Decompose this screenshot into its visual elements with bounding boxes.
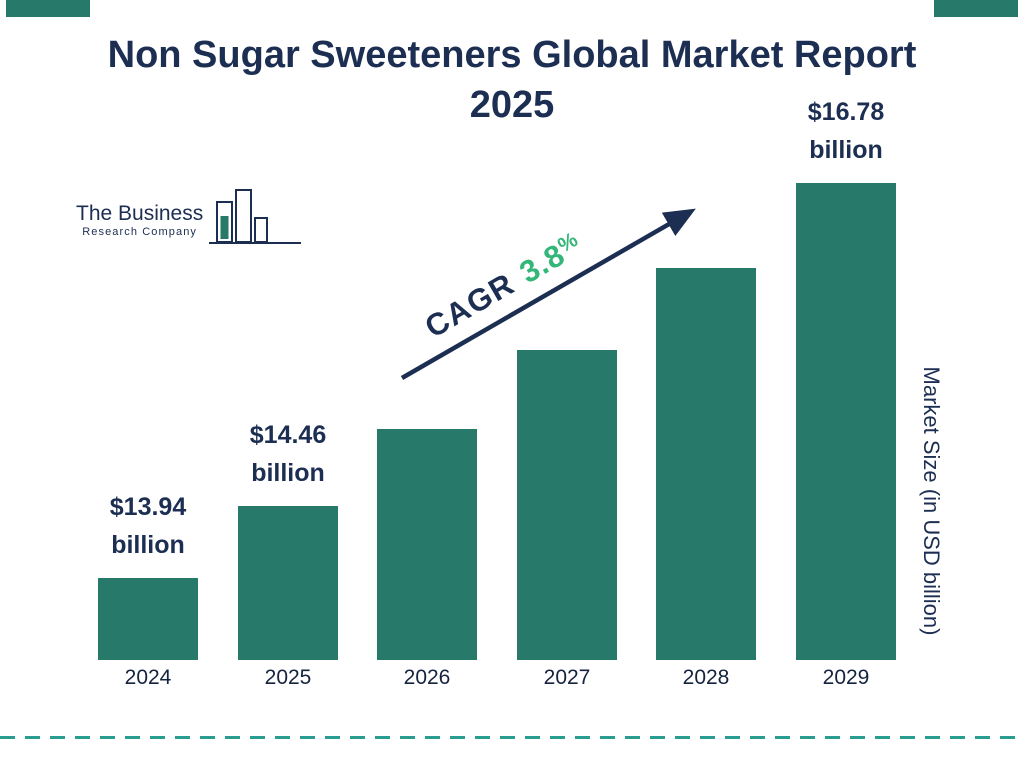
bar-value-label-2029: $16.78 billion [736, 93, 956, 169]
bar-2029 [796, 183, 896, 660]
top-left-accent-bar [6, 0, 90, 17]
bar-2026 [377, 429, 477, 660]
bar-value-label-2024: $13.94 billion [38, 488, 258, 564]
logo-text: The Business Research Company [76, 202, 203, 238]
page-title: Non Sugar Sweeteners Global Market Repor… [107, 34, 917, 127]
y-axis-label: Market Size (in USD billion) [919, 366, 944, 636]
bar-value-unit: billion [111, 531, 185, 559]
x-axis-label-2029: 2029 [822, 666, 870, 689]
bar-2028 [656, 268, 756, 660]
bar-2025 [238, 506, 338, 660]
bar-value-unit: billion [809, 136, 883, 164]
logo-subname: Research Company [82, 226, 198, 238]
cagr-arrow-icon [400, 208, 696, 380]
bar-2024 [98, 578, 198, 660]
bottom-dashed-divider [0, 736, 1024, 739]
x-axis-label-2027: 2027 [543, 666, 591, 689]
logo-name: The Business [76, 202, 204, 225]
top-right-accent-bar [934, 0, 1018, 17]
company-logo: The Business Research Company [76, 186, 309, 250]
bar-value-amount: $13.94 [109, 493, 187, 521]
bar-value-label-2025: $14.46 billion [178, 416, 398, 492]
bar-2027 [517, 350, 617, 660]
x-axis-label-2025: 2025 [264, 666, 312, 689]
x-axis-label-2028: 2028 [682, 666, 730, 689]
x-axis-label-2024: 2024 [124, 666, 172, 689]
bar-value-amount: $14.46 [249, 421, 327, 449]
logo-bar-chart-icon [209, 189, 302, 244]
bar-value-unit: billion [251, 459, 325, 487]
bar-value-amount: $16.78 [807, 98, 885, 126]
x-axis-label-2026: 2026 [403, 666, 451, 689]
